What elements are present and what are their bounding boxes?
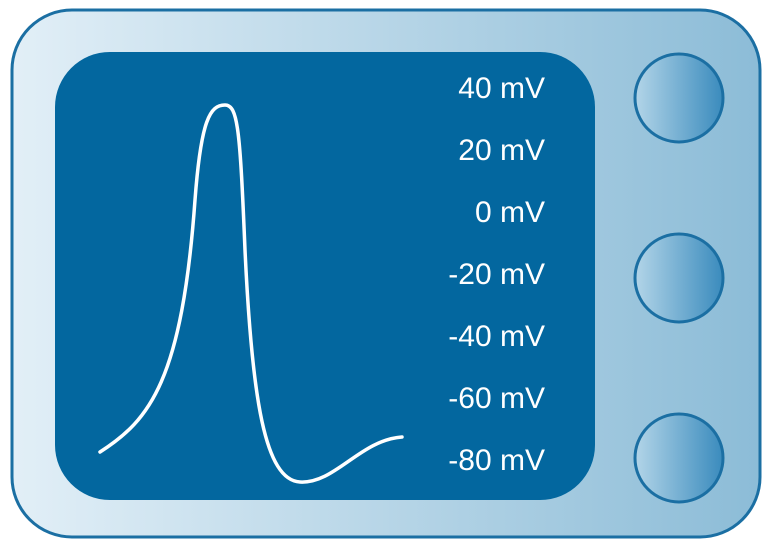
- button[interactable]: [635, 414, 723, 502]
- scale-label: -60 mV: [448, 382, 545, 415]
- scale-label: 40 mV: [458, 72, 545, 105]
- oscilloscope: 40 mV 20 mV 0 mV -20 mV -40 mV -60 mV -80 mV: [0, 0, 769, 543]
- scale-label: 20 mV: [458, 134, 545, 167]
- button[interactable]: [635, 54, 723, 142]
- scale-label: -80 mV: [448, 444, 545, 477]
- scale-label: -40 mV: [448, 320, 545, 353]
- button[interactable]: [635, 234, 723, 322]
- scale-label: 0 mV: [475, 196, 545, 229]
- scale-label: -20 mV: [448, 258, 545, 291]
